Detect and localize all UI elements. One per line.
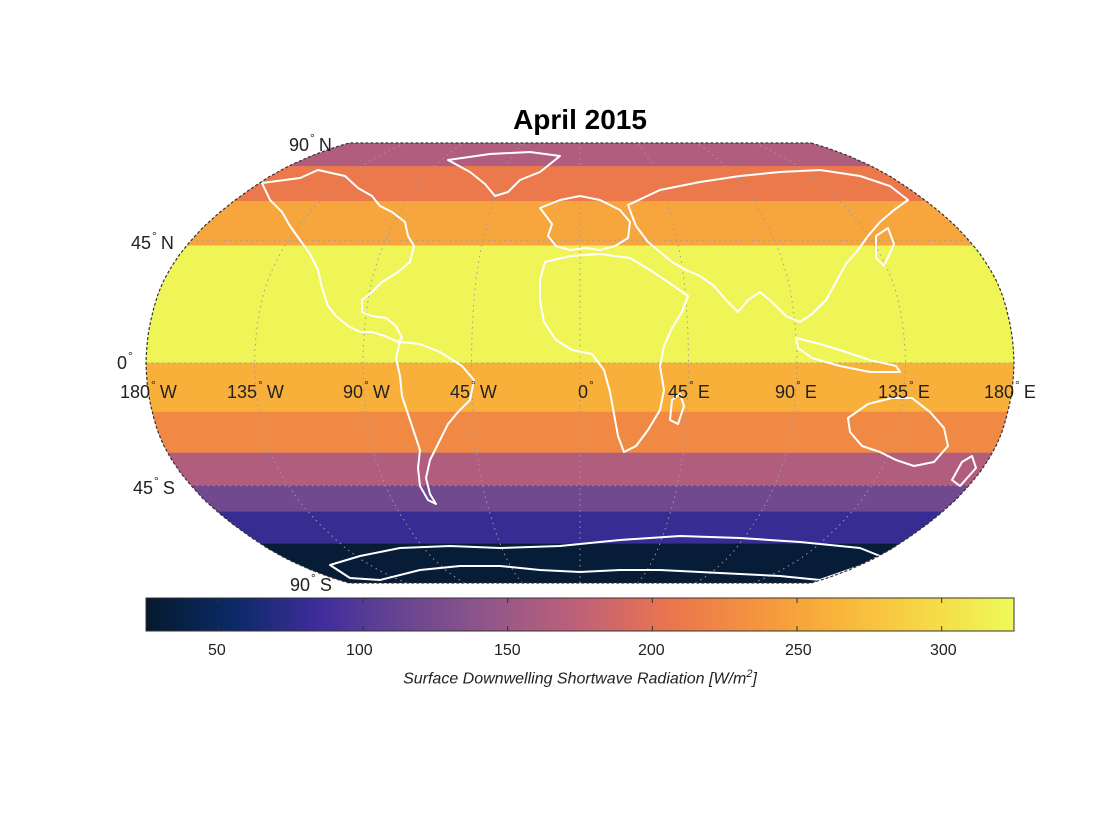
- lon-label-0: 0°: [578, 378, 594, 402]
- colorbar-tick-label: 150: [494, 642, 521, 659]
- colorbar-ticks: [217, 598, 943, 631]
- lat-label-45s: 45° S: [133, 474, 175, 498]
- colorbar: [145, 597, 1015, 632]
- coastline-south-america: [395, 341, 475, 505]
- lon-label-90e: 90° E: [775, 378, 817, 402]
- graticule-line: [362, 143, 465, 583]
- coastline-asia: [627, 169, 909, 323]
- colorbar-tick-label: 250: [785, 642, 812, 659]
- lat-label-90n: 90° N: [289, 131, 332, 155]
- lat-label-90s: 90° S: [290, 571, 332, 595]
- coastline-new-zealand: [951, 455, 977, 487]
- radiation-band: [190, 485, 970, 513]
- lon-label-135w: 135° W: [227, 378, 284, 402]
- colorbar-tick-label: 300: [930, 642, 957, 659]
- coastline-japan: [875, 227, 895, 267]
- radiation-bands: [146, 143, 1014, 583]
- graticule-line: [695, 143, 798, 583]
- graticule-line: [253, 143, 407, 583]
- coastline-greenland: [447, 151, 561, 197]
- radiation-band: [152, 411, 1008, 454]
- coastline-australia: [847, 397, 949, 467]
- lon-label-45w: 45° W: [450, 378, 497, 402]
- radiation-band: [287, 143, 873, 167]
- coastline-antarctica: [329, 535, 881, 581]
- lon-label-135e: 135° E: [878, 378, 930, 402]
- graticule: [146, 143, 1014, 583]
- coastline-indonesia: [795, 337, 901, 373]
- lon-label-180w: 180° W: [120, 378, 177, 402]
- graticule-line: [753, 143, 907, 583]
- lon-label-45e: 45° E: [668, 378, 710, 402]
- radiation-band: [167, 452, 993, 486]
- lon-label-90w: 90° W: [343, 378, 390, 402]
- coastline-madagascar: [669, 393, 685, 425]
- coastline-africa: [539, 253, 689, 453]
- colorbar-tick-label: 100: [346, 642, 373, 659]
- page-title: April 2015: [513, 104, 647, 135]
- lon-label-180e: 180° E: [984, 378, 1036, 402]
- colorbar-label: Surface Downwelling Shortwave Radiation …: [403, 668, 757, 688]
- lat-label-0: 0°: [117, 349, 133, 373]
- colorbar-tick-label: 200: [638, 642, 665, 659]
- map-frame: [145, 142, 1015, 584]
- coastlines: [261, 151, 977, 581]
- colorbar-tick-label: 50: [208, 642, 226, 659]
- coastline-north-america: [261, 169, 415, 343]
- lat-label-45n: 45° N: [131, 229, 174, 253]
- coastline-europe: [539, 195, 631, 251]
